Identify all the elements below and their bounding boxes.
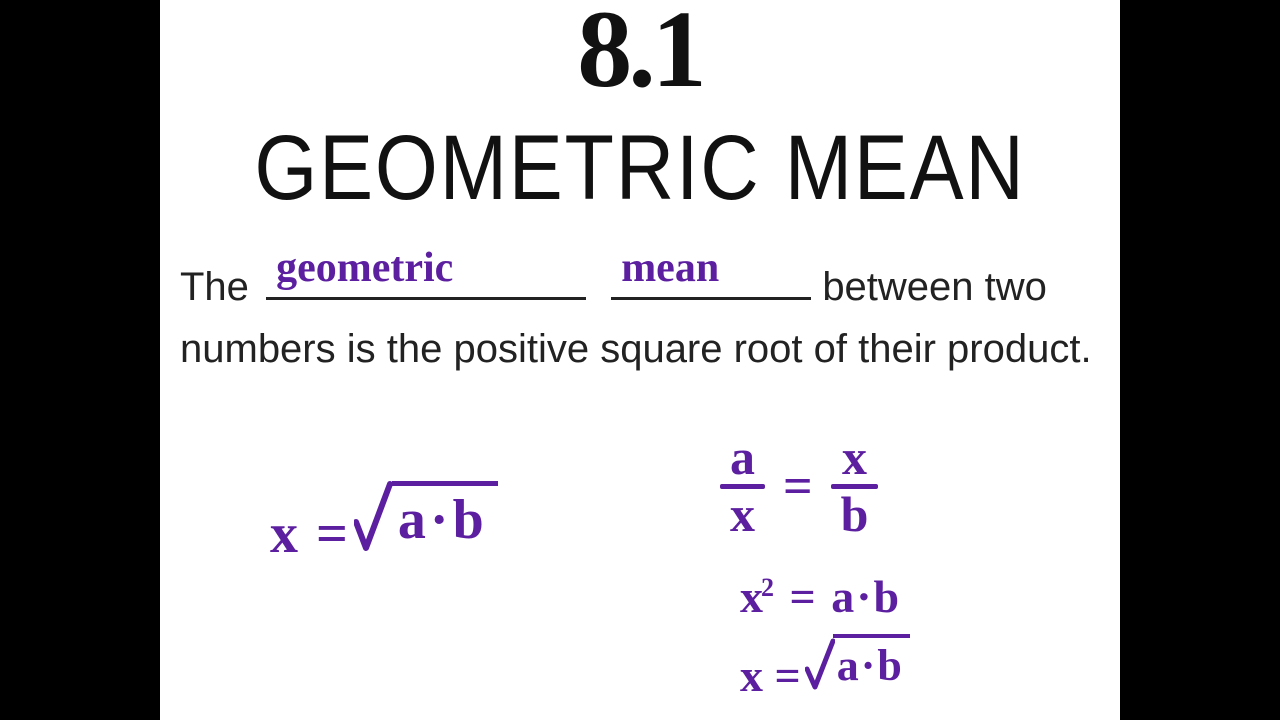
step2-rhs: = a·b xyxy=(790,571,902,622)
blank-1: geometric xyxy=(266,258,586,300)
equals-sign: = xyxy=(783,457,813,516)
fraction-right-den: b xyxy=(831,491,879,539)
fraction-left-num: a xyxy=(720,434,765,482)
right-pillarbox xyxy=(1120,0,1280,720)
left-pillarbox xyxy=(0,0,160,720)
section-number: 8.1 xyxy=(160,0,1120,113)
slide-title: GEOMETRIC MEAN xyxy=(218,116,1063,221)
step-result: x = a·b xyxy=(740,634,910,702)
formula-main-radicand: a·b xyxy=(392,489,498,551)
sqrt-symbol: a·b xyxy=(354,480,498,552)
vinculum-small: a·b xyxy=(833,634,910,691)
blank-2-fill: mean xyxy=(621,236,719,301)
definition-pre: The xyxy=(180,265,249,309)
fraction-right-num: x xyxy=(832,434,877,482)
fraction-right: x b xyxy=(831,434,879,538)
step3-lhs: x = xyxy=(740,650,801,701)
fraction-left-den: x xyxy=(720,491,765,539)
fraction-left: a x xyxy=(720,434,765,538)
formula-main-lhs: x = xyxy=(270,503,350,565)
formula-main: x = a·b xyxy=(270,480,498,566)
step-squared: x2 = a·b xyxy=(740,570,901,623)
definition-text: The geometric mean between two numbers i… xyxy=(180,256,1100,380)
step3-radicand: a·b xyxy=(833,641,910,690)
step2-exponent: 2 xyxy=(761,573,776,602)
sqrt-symbol-small: a·b xyxy=(805,634,910,691)
vinculum: a·b xyxy=(392,481,498,552)
blank-1-fill: geometric xyxy=(276,236,453,301)
blank-2: mean xyxy=(611,258,811,300)
proportion: a x = x b xyxy=(720,434,878,538)
slide-content: 8.1 GEOMETRIC MEAN The geometric mean be… xyxy=(160,0,1120,720)
